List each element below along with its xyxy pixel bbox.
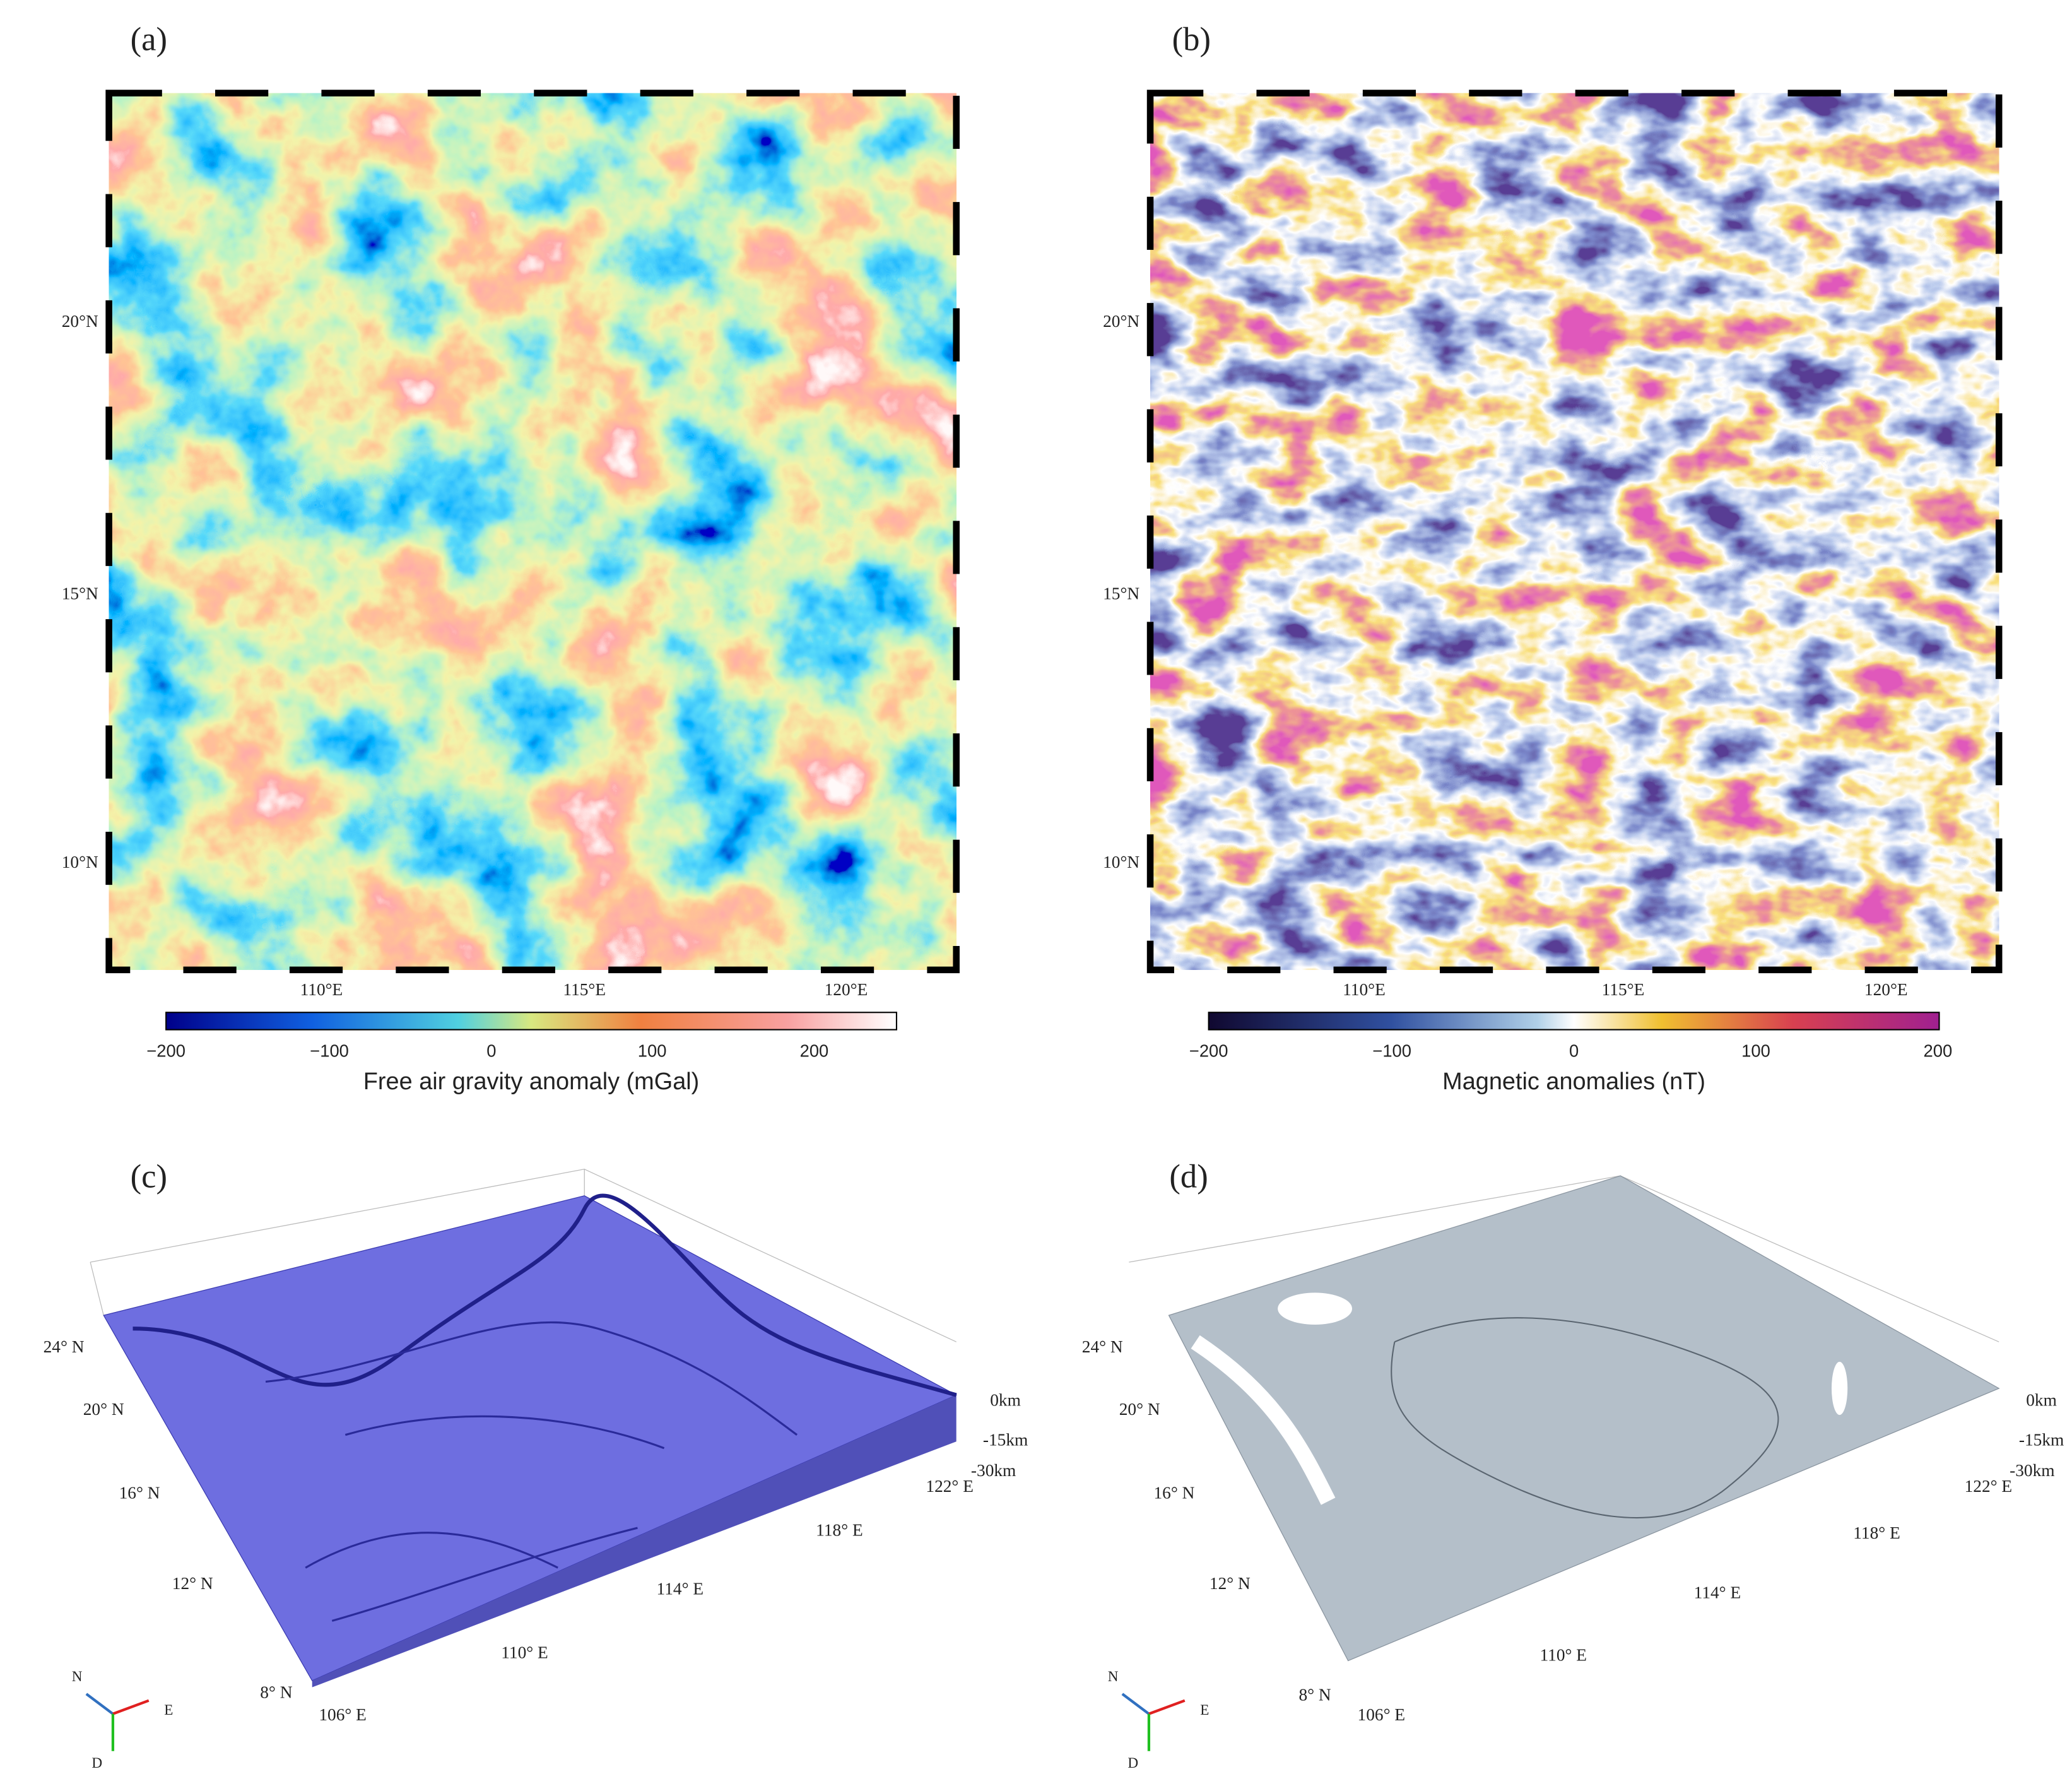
lon-label: 122° E (926, 1477, 974, 1496)
block-c (90, 1168, 958, 1688)
colorbar-title: Magnetic anomalies (nT) (1442, 1068, 1705, 1095)
x-tick-label: 115°E (563, 980, 606, 999)
lat-label: 8° N (1298, 1686, 1331, 1705)
map-frame (105, 90, 960, 974)
depth-label: 0km (990, 1390, 1021, 1409)
colorbar-tick-label: −100 (310, 1041, 349, 1061)
lon-label: 122° E (1965, 1477, 2013, 1496)
x-tick-label: 120°E (1864, 980, 1908, 999)
lon-label: 114° E (1694, 1583, 1741, 1602)
y-tick-label: 10°N (62, 853, 98, 872)
lon-label: 118° E (816, 1521, 863, 1540)
colorbar (165, 1012, 898, 1031)
colorbar-tick-label: 200 (800, 1041, 829, 1061)
colorbar-title: Free air gravity anomaly (mGal) (363, 1068, 700, 1095)
lat-label: 20° N (1119, 1400, 1160, 1419)
panel-label: (b) (1172, 21, 1211, 58)
depth-label: -15km (2019, 1430, 2064, 1449)
lon-label: 106° E (1358, 1705, 1406, 1724)
colorbar-tick-label: 200 (1924, 1041, 1953, 1061)
compass-label: E (1200, 1702, 1209, 1718)
y-tick-label: 15°N (1103, 584, 1139, 603)
lon-label: 114° E (657, 1579, 704, 1598)
compass-label: N (1108, 1669, 1119, 1685)
lat-label: 20° N (83, 1400, 124, 1419)
y-tick-label: 20°N (1103, 312, 1139, 331)
y-tick-label: 20°N (62, 312, 98, 331)
lon-label: 118° E (1853, 1523, 1900, 1542)
lat-label: 24° N (44, 1337, 85, 1356)
colorbar-tick-label: 100 (638, 1041, 667, 1061)
compass-label: D (1127, 1755, 1138, 1771)
compass-label: E (164, 1702, 173, 1718)
lat-label: 12° N (1210, 1574, 1251, 1593)
colorbar-tick-label: −200 (1189, 1041, 1228, 1061)
colorbar-tick-label: −100 (1372, 1041, 1411, 1061)
depth-label: -30km (971, 1461, 1016, 1480)
y-tick-label: 15°N (62, 584, 98, 603)
panel-label: (c) (131, 1159, 167, 1195)
lat-label: 24° N (1082, 1337, 1123, 1356)
lat-label: 16° N (1153, 1484, 1194, 1503)
lon-label: 106° E (319, 1705, 367, 1724)
depth-label: -30km (2010, 1461, 2054, 1480)
colorbar-tick-label: 100 (1741, 1041, 1770, 1061)
depth-label: -15km (983, 1430, 1028, 1449)
lon-label: 110° E (501, 1643, 548, 1662)
lat-label: 16° N (119, 1484, 160, 1503)
map-frame (1146, 90, 2003, 974)
y-tick-label: 10°N (1103, 853, 1139, 872)
compass-label: D (91, 1755, 102, 1771)
x-tick-label: 110°E (300, 980, 343, 999)
depth-label: 0km (2026, 1390, 2057, 1409)
panel-label: (d) (1169, 1159, 1208, 1195)
gravity-map (109, 93, 957, 970)
colorbar-tick-label: −200 (146, 1041, 185, 1061)
colorbar (1208, 1012, 1940, 1031)
lon-label: 110° E (1539, 1646, 1587, 1665)
x-tick-label: 115°E (1602, 980, 1645, 999)
x-tick-label: 110°E (1343, 980, 1386, 999)
colorbar-tick-label: 0 (1569, 1041, 1579, 1061)
colorbar-tick-label: 0 (486, 1041, 496, 1061)
compass (85, 1693, 1186, 1751)
x-tick-label: 120°E (825, 980, 868, 999)
block-d (1129, 1175, 2000, 1662)
panel-label: (a) (131, 21, 167, 58)
magnetic-map (1150, 93, 1999, 970)
lat-label: 8° N (260, 1682, 292, 1701)
lat-label: 12° N (172, 1574, 213, 1593)
compass-label: N (72, 1669, 83, 1685)
